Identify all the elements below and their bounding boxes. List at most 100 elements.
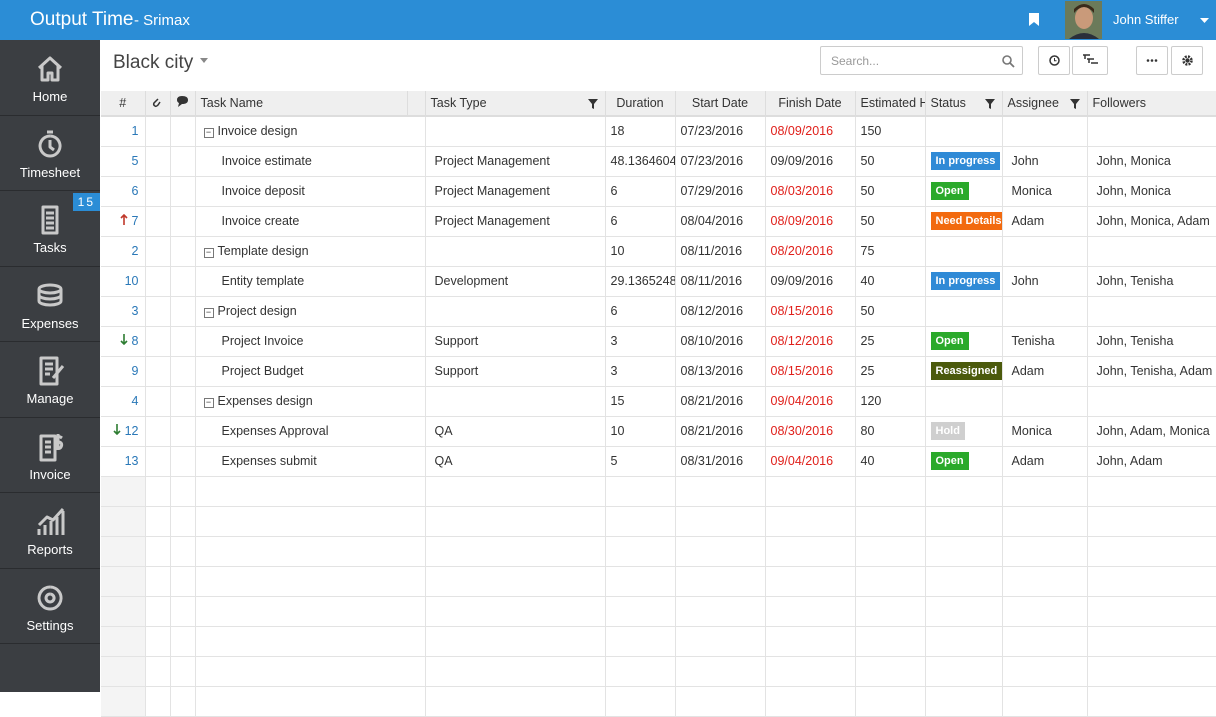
nav-item[interactable]: Settings: [0, 569, 100, 644]
row-id-cell: 13: [101, 446, 146, 477]
row-id[interactable]: 7: [131, 214, 139, 228]
empty-cell: [855, 626, 926, 657]
task-name[interactable]: Template design: [217, 244, 309, 258]
empty-cell: [855, 686, 926, 717]
task-name[interactable]: Invoice estimate: [221, 154, 312, 168]
start-date-cell: 08/31/2016: [675, 446, 766, 477]
task-name[interactable]: Invoice deposit: [221, 184, 305, 198]
empty-cell: [170, 506, 196, 537]
funnel: [587, 99, 598, 109]
task-row[interactable]: 2 − Template design 10 08/11/2016 08/20/2016 7…: [101, 236, 1216, 267]
comment-cell: [170, 386, 196, 417]
nav-item[interactable]: Reports: [0, 493, 100, 569]
empty-cell: [925, 536, 1003, 567]
row-id[interactable]: 5: [131, 154, 139, 168]
task-row[interactable]: 4 − Expenses design 15 08/21/2016 09/04/2016 1…: [101, 386, 1216, 417]
search-box[interactable]: Search...: [820, 46, 1023, 75]
start-date-cell: 07/23/2016: [675, 116, 766, 147]
task-name[interactable]: Expenses design: [217, 394, 313, 408]
nav-item[interactable]: Invoice: [0, 418, 100, 493]
clock-button[interactable]: [1038, 46, 1070, 75]
empty-cell: [195, 686, 426, 717]
row-id[interactable]: 1: [131, 124, 139, 139]
row-id-cell: 3: [101, 296, 146, 327]
filter-icon[interactable]: [587, 99, 598, 109]
user-caret[interactable]: [1200, 18, 1209, 23]
nav-item[interactable]: Timesheet: [0, 116, 100, 191]
more-button[interactable]: [1136, 46, 1168, 75]
task-row[interactable]: 8 Project Invoice Support 3 08/10/2016 08/12/…: [101, 326, 1216, 357]
task-name[interactable]: Project Budget: [221, 364, 304, 378]
empty-cell: [145, 686, 171, 717]
task-row[interactable]: 1 − Invoice design 18 07/23/2016 08/09/2016 15…: [101, 116, 1216, 147]
empty-cell: [145, 596, 171, 627]
estimate-cell: 50: [855, 206, 926, 237]
empty-cell: [1002, 596, 1088, 627]
estimate: 80: [860, 424, 875, 438]
collapse-toggle[interactable]: −: [203, 128, 214, 139]
empty-cell: [170, 536, 196, 567]
row-id[interactable]: 10: [124, 274, 139, 288]
nav-item[interactable]: Home: [0, 40, 100, 116]
task-row[interactable]: 12 Expenses Approval QA 10 08/21/2016 08/30/2…: [101, 416, 1216, 447]
empty-cell: [101, 656, 146, 687]
task-name[interactable]: Invoice create: [221, 214, 300, 228]
task-type-cell: Support: [425, 326, 606, 357]
col-task-name: Task Name: [195, 91, 408, 117]
nav-label: Settings: [26, 617, 74, 633]
task-row[interactable]: 13 Expenses submit QA 5 08/31/2016 09/04/2016…: [101, 446, 1216, 477]
bookmark-icon[interactable]: [1029, 13, 1039, 26]
row-id[interactable]: 6: [131, 184, 139, 198]
nav-item[interactable]: Manage: [0, 342, 100, 418]
row-id[interactable]: 8: [131, 334, 139, 348]
task-type-cell: [425, 116, 606, 147]
estimate: 50: [860, 154, 875, 168]
task-row[interactable]: 7 Invoice create Project Management 6 08/04/…: [101, 206, 1216, 237]
task-name[interactable]: Project Invoice: [221, 334, 304, 348]
comment-cell: [170, 296, 196, 327]
task-row[interactable]: 10 Entity template Development 29.1365248 08…: [101, 266, 1216, 297]
status-cell: Reassigned: [925, 356, 1003, 387]
task-name[interactable]: Project design: [217, 304, 297, 318]
collapse-toggle[interactable]: −: [203, 308, 214, 318]
attach-cell: [145, 266, 171, 297]
gantt-button[interactable]: [1072, 46, 1108, 75]
project-caret[interactable]: [200, 58, 208, 63]
avatar[interactable]: [1065, 1, 1102, 39]
task-name[interactable]: Expenses submit: [221, 454, 317, 468]
nav-item[interactable]: Expenses: [0, 267, 100, 342]
empty-cell: [605, 476, 676, 507]
empty-cell: [145, 656, 171, 687]
row-id[interactable]: 2: [131, 244, 139, 258]
empty-cell: [145, 476, 171, 507]
task-row[interactable]: 3 − Project design 6 08/12/2016 08/15/2016 50: [101, 296, 1216, 327]
row-id[interactable]: 4: [131, 394, 139, 408]
finish-date: 08/15/2016: [770, 364, 834, 378]
filter-icon[interactable]: [1069, 99, 1080, 109]
row-id-cell: 7: [101, 206, 146, 237]
collapse-toggle[interactable]: −: [203, 248, 214, 258]
collapse-toggle[interactable]: −: [203, 398, 214, 408]
row-id[interactable]: 13: [124, 454, 139, 468]
duration: 5: [610, 454, 618, 468]
task-type: QA: [434, 454, 453, 468]
empty-cell: [765, 686, 856, 717]
project-name[interactable]: Black city: [113, 52, 194, 73]
nav-item[interactable]: Tasks 15: [0, 191, 100, 267]
settings-button[interactable]: [1171, 46, 1203, 75]
estimate: 120: [860, 394, 882, 408]
task-name[interactable]: Entity template: [221, 274, 305, 288]
task-row[interactable]: 6 Invoice deposit Project Management 6 07/29…: [101, 176, 1216, 207]
row-id[interactable]: 12: [124, 424, 139, 438]
row-id[interactable]: 3: [131, 304, 139, 318]
assignee-cell: Tenisha: [1002, 326, 1088, 357]
user-name[interactable]: John Stiffer: [1113, 12, 1179, 27]
app-title[interactable]: Output Time: [30, 9, 134, 30]
task-row[interactable]: 9 Project Budget Support 3 08/13/2016 08/15/2…: [101, 356, 1216, 387]
filter-icon[interactable]: [984, 99, 995, 109]
task-name[interactable]: Expenses Approval: [221, 424, 329, 438]
task-row[interactable]: 5 Invoice estimate Project Management 48.13…: [101, 146, 1216, 177]
duration-cell: 3: [605, 326, 676, 357]
task-name[interactable]: Invoice design: [217, 124, 298, 139]
row-id[interactable]: 9: [131, 364, 139, 378]
